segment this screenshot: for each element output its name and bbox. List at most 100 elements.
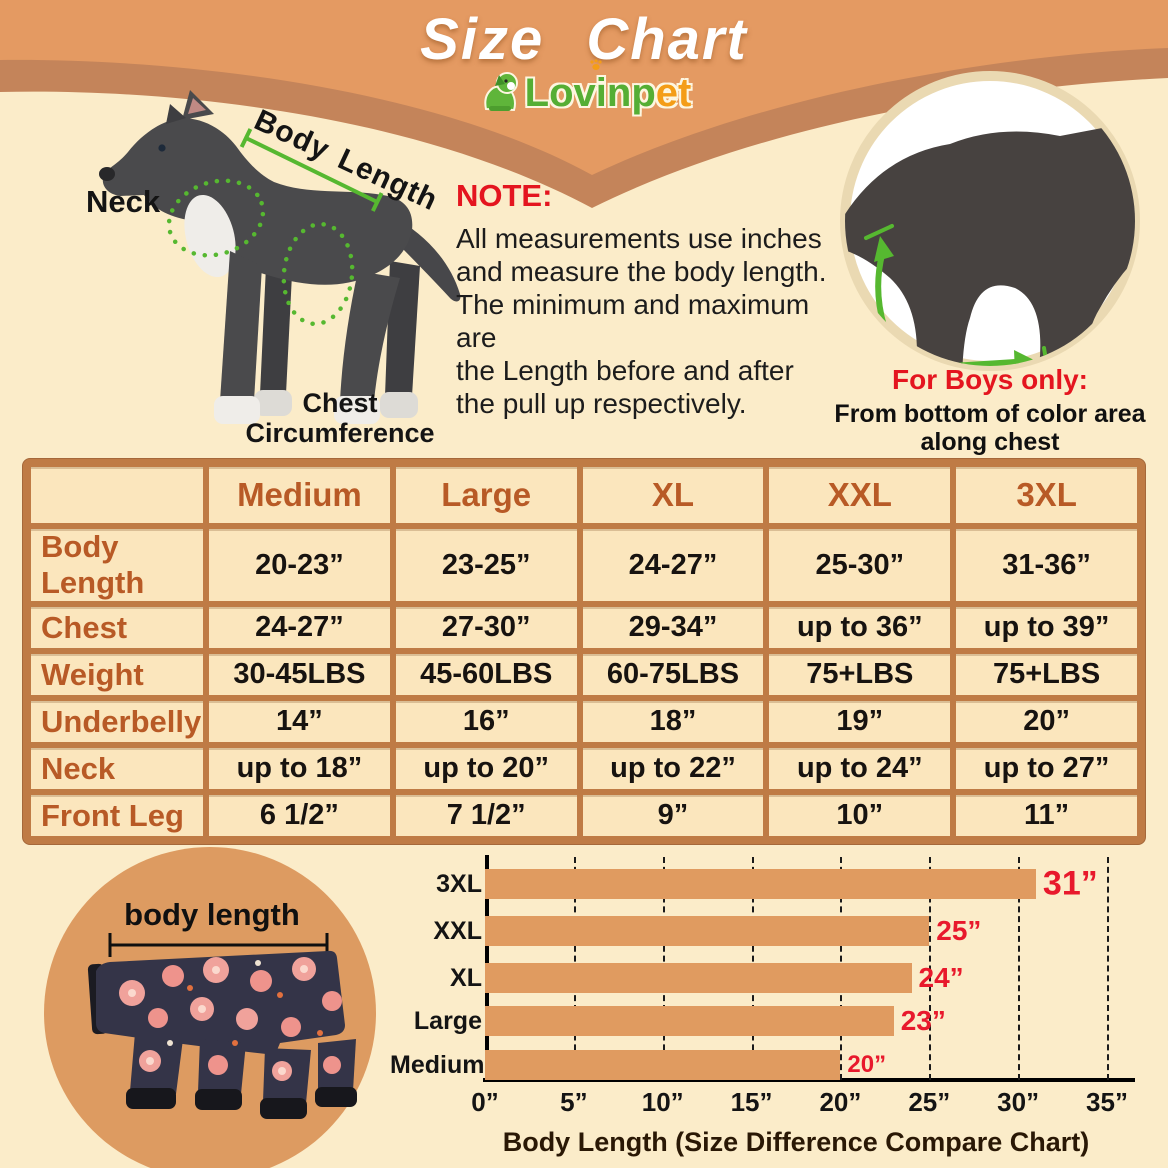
table-cell-weight-3xl: 75+LBS xyxy=(956,654,1137,695)
table-cell-weight-large: 45-60LBS xyxy=(395,654,577,695)
chart-x-axis xyxy=(483,1078,1135,1082)
note-line-3: The minimum and maximum are xyxy=(456,289,810,353)
body-length-bar-chart: 3XL XXL XL Large Medium 31” 25” 24” 23” 20” 0” 5”… xyxy=(390,855,1150,1167)
table-cell-front-leg-xl: 9” xyxy=(582,795,764,836)
boys-caption: For Boys only: From bottom of color area… xyxy=(818,364,1162,456)
table-cell-chest-3xl: up to 39” xyxy=(956,607,1137,648)
dog-mascot-icon xyxy=(483,72,518,112)
table-corner-cell xyxy=(31,467,203,523)
table-cell-underbelly-large: 16” xyxy=(395,701,577,742)
table-cell-underbelly-3xl: 20” xyxy=(956,701,1137,742)
note-block: NOTE: All measurements use inches and mea… xyxy=(456,178,856,420)
table-cell-neck-large: up to 20” xyxy=(395,748,577,789)
brand-logo: Lovinpet xyxy=(0,58,1168,116)
table-cell-neck-xxl: up to 24” xyxy=(769,748,951,789)
note-line-4: the Length before and after xyxy=(456,355,794,386)
table-header-xxl: XXL xyxy=(769,467,951,523)
chest-measure-circle xyxy=(281,221,355,327)
boys-measure-illustration xyxy=(840,71,1140,371)
chart-x-tick-15: 15” xyxy=(730,1087,773,1117)
pajama-illustration: body length xyxy=(44,847,376,1168)
floral-print xyxy=(119,957,342,1081)
brand-name: Lovinpet xyxy=(524,58,692,116)
chart-gridline-30 xyxy=(1018,857,1021,1080)
table-header-3xl: 3XL xyxy=(956,467,1137,523)
chart-bar-3xl xyxy=(485,869,1036,899)
dog-illustration xyxy=(99,90,461,424)
dog-eye xyxy=(158,144,166,152)
table-cell-front-leg-large: 7 1/2” xyxy=(395,795,577,836)
chart-plot: 31” 25” 24” 23” 20” xyxy=(485,857,1109,1080)
neck-label: Neck xyxy=(86,184,161,219)
chart-bar-value-xl: 24” xyxy=(918,962,964,993)
dog-nose xyxy=(99,167,115,181)
note-line-5: the pull up respectively. xyxy=(456,388,747,419)
table-cell-chest-medium: 24-27” xyxy=(209,607,390,648)
chart-category-xxl: XXL xyxy=(433,917,482,945)
chart-bar-xxl xyxy=(485,916,930,946)
table-cell-body-length-xl: 24-27” xyxy=(582,529,764,601)
note-heading: NOTE: xyxy=(456,178,553,213)
chart-bar-value-xxl: 25” xyxy=(936,915,982,946)
paw-icon xyxy=(590,58,602,70)
chart-gridline-25 xyxy=(929,857,932,1080)
chart-gridline-35 xyxy=(1107,857,1109,1080)
chart-title: Body Length (Size Difference Compare Cha… xyxy=(502,1127,1090,1157)
brand-name-part1: Lovinp xyxy=(524,70,656,115)
boys-line-2: along chest xyxy=(920,428,1060,456)
boys-lines: From bottom of color area along chest xyxy=(818,400,1162,456)
chart-bar-xl xyxy=(485,963,912,993)
chart-x-tick-25: 25” xyxy=(908,1087,951,1117)
table-row-label-neck: Neck xyxy=(31,748,203,789)
chart-bar-value-large: 23” xyxy=(900,1005,946,1036)
table-row-label-front-leg: Front Leg xyxy=(31,795,203,836)
dog-chest-patch xyxy=(184,194,236,278)
table-cell-weight-xl: 60-75LBS xyxy=(582,654,764,695)
table-row-label-underbelly: Underbelly xyxy=(31,701,203,742)
dog-front-leg-far xyxy=(260,266,292,394)
brand-name-part2: et xyxy=(655,70,692,115)
table-cell-weight-xxl: 75+LBS xyxy=(769,654,951,695)
table-cell-front-leg-3xl: 11” xyxy=(956,795,1137,836)
dog-front-leg xyxy=(220,251,262,401)
table-header-large: Large xyxy=(395,467,577,523)
table-cell-underbelly-medium: 14” xyxy=(209,701,390,742)
table-cell-front-leg-medium: 6 1/2” xyxy=(209,795,390,836)
chest-circumference-label: Chest Circumference xyxy=(245,388,435,448)
pajama-body-length-label: body length xyxy=(124,897,300,932)
table-header-xl: XL xyxy=(582,467,764,523)
chart-x-tick-35: 35” xyxy=(1086,1087,1128,1117)
chart-x-tick-10: 10” xyxy=(641,1087,684,1117)
note-lines: All measurements use inches and measure t… xyxy=(456,222,856,420)
boys-line-1: From bottom of color area xyxy=(834,400,1146,428)
chart-x-tick-0: 0” xyxy=(471,1087,499,1117)
chart-category-xl: XL xyxy=(450,964,482,992)
chart-category-3xl: 3XL xyxy=(436,870,482,898)
table-row-label-body-length: Body Length xyxy=(31,529,203,601)
table-cell-chest-xl: 29-34” xyxy=(582,607,764,648)
table-row-label-weight: Weight xyxy=(31,654,203,695)
table-cell-chest-xxl: up to 36” xyxy=(769,607,951,648)
note-line-2: and measure the body length. xyxy=(456,256,827,287)
dog-rear-leg xyxy=(340,271,400,401)
table-cell-body-length-xxl: 25-30” xyxy=(769,529,951,601)
table-cell-neck-medium: up to 18” xyxy=(209,748,390,789)
chart-bar-medium xyxy=(485,1050,841,1080)
chart-x-tick-5: 5” xyxy=(560,1087,588,1117)
chart-bar-value-medium: 20” xyxy=(847,1051,887,1078)
chart-category-large: Large xyxy=(413,1007,482,1035)
chart-x-tick-20: 20” xyxy=(819,1087,862,1117)
neck-measure-circle xyxy=(166,178,266,258)
table-cell-chest-large: 27-30” xyxy=(395,607,577,648)
chart-bar-value-3xl: 31” xyxy=(1042,864,1098,903)
body-length-measure-line xyxy=(239,128,384,212)
chart-x-tick-30: 30” xyxy=(997,1087,1040,1117)
dog-chest-closeup xyxy=(845,118,1135,366)
table-cell-underbelly-xxl: 19” xyxy=(769,701,951,742)
table-header-medium: Medium xyxy=(209,467,390,523)
note-line-1: All measurements use inches xyxy=(456,223,822,254)
table-cell-front-leg-xxl: 10” xyxy=(769,795,951,836)
table-cell-body-length-3xl: 31-36” xyxy=(956,529,1137,601)
chart-category-medium: Medium xyxy=(390,1051,485,1079)
